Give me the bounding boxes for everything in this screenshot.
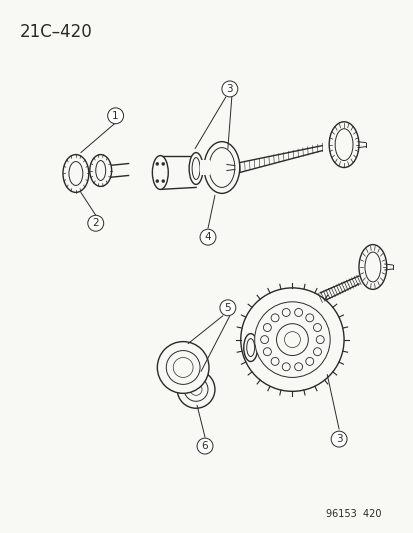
- Circle shape: [313, 348, 320, 356]
- Circle shape: [254, 302, 330, 377]
- Circle shape: [282, 363, 290, 371]
- Circle shape: [276, 324, 308, 356]
- Circle shape: [263, 324, 271, 332]
- Circle shape: [221, 81, 237, 97]
- Circle shape: [284, 332, 300, 348]
- FancyBboxPatch shape: [199, 159, 209, 175]
- Ellipse shape: [364, 252, 380, 282]
- Circle shape: [305, 314, 313, 322]
- Circle shape: [155, 163, 159, 165]
- Text: 4: 4: [204, 232, 211, 242]
- Ellipse shape: [69, 161, 83, 185]
- Ellipse shape: [157, 342, 209, 393]
- Ellipse shape: [63, 155, 88, 192]
- Circle shape: [282, 309, 290, 317]
- Circle shape: [271, 358, 278, 366]
- Circle shape: [330, 431, 346, 447]
- Ellipse shape: [243, 334, 257, 361]
- Ellipse shape: [173, 358, 192, 377]
- Text: 96153  420: 96153 420: [325, 508, 381, 519]
- Ellipse shape: [95, 160, 105, 181]
- Circle shape: [260, 336, 268, 344]
- Ellipse shape: [152, 156, 168, 189]
- Circle shape: [294, 309, 302, 317]
- Ellipse shape: [192, 158, 199, 180]
- Text: 1: 1: [112, 111, 119, 121]
- Circle shape: [219, 300, 235, 316]
- Ellipse shape: [189, 152, 202, 184]
- Text: 21C–420: 21C–420: [19, 23, 92, 41]
- Circle shape: [199, 229, 216, 245]
- Text: 6: 6: [201, 441, 208, 451]
- Circle shape: [161, 163, 164, 165]
- Circle shape: [294, 363, 302, 371]
- Ellipse shape: [335, 129, 352, 160]
- Ellipse shape: [246, 338, 254, 357]
- Ellipse shape: [90, 155, 112, 187]
- Circle shape: [197, 438, 212, 454]
- Ellipse shape: [177, 370, 214, 408]
- Circle shape: [305, 358, 313, 366]
- Ellipse shape: [166, 351, 199, 384]
- Circle shape: [161, 180, 164, 183]
- Ellipse shape: [184, 377, 207, 401]
- Text: 5: 5: [224, 303, 230, 313]
- Circle shape: [107, 108, 123, 124]
- Circle shape: [313, 324, 320, 332]
- Ellipse shape: [358, 245, 386, 289]
- Circle shape: [316, 336, 323, 344]
- Text: 3: 3: [226, 84, 233, 94]
- Text: 3: 3: [335, 434, 342, 444]
- Ellipse shape: [328, 122, 358, 167]
- Circle shape: [263, 348, 271, 356]
- Ellipse shape: [190, 383, 202, 395]
- Circle shape: [155, 180, 159, 183]
- Circle shape: [271, 314, 278, 322]
- Circle shape: [88, 215, 103, 231]
- Ellipse shape: [209, 148, 234, 188]
- Circle shape: [240, 288, 343, 391]
- Text: 2: 2: [92, 218, 99, 228]
